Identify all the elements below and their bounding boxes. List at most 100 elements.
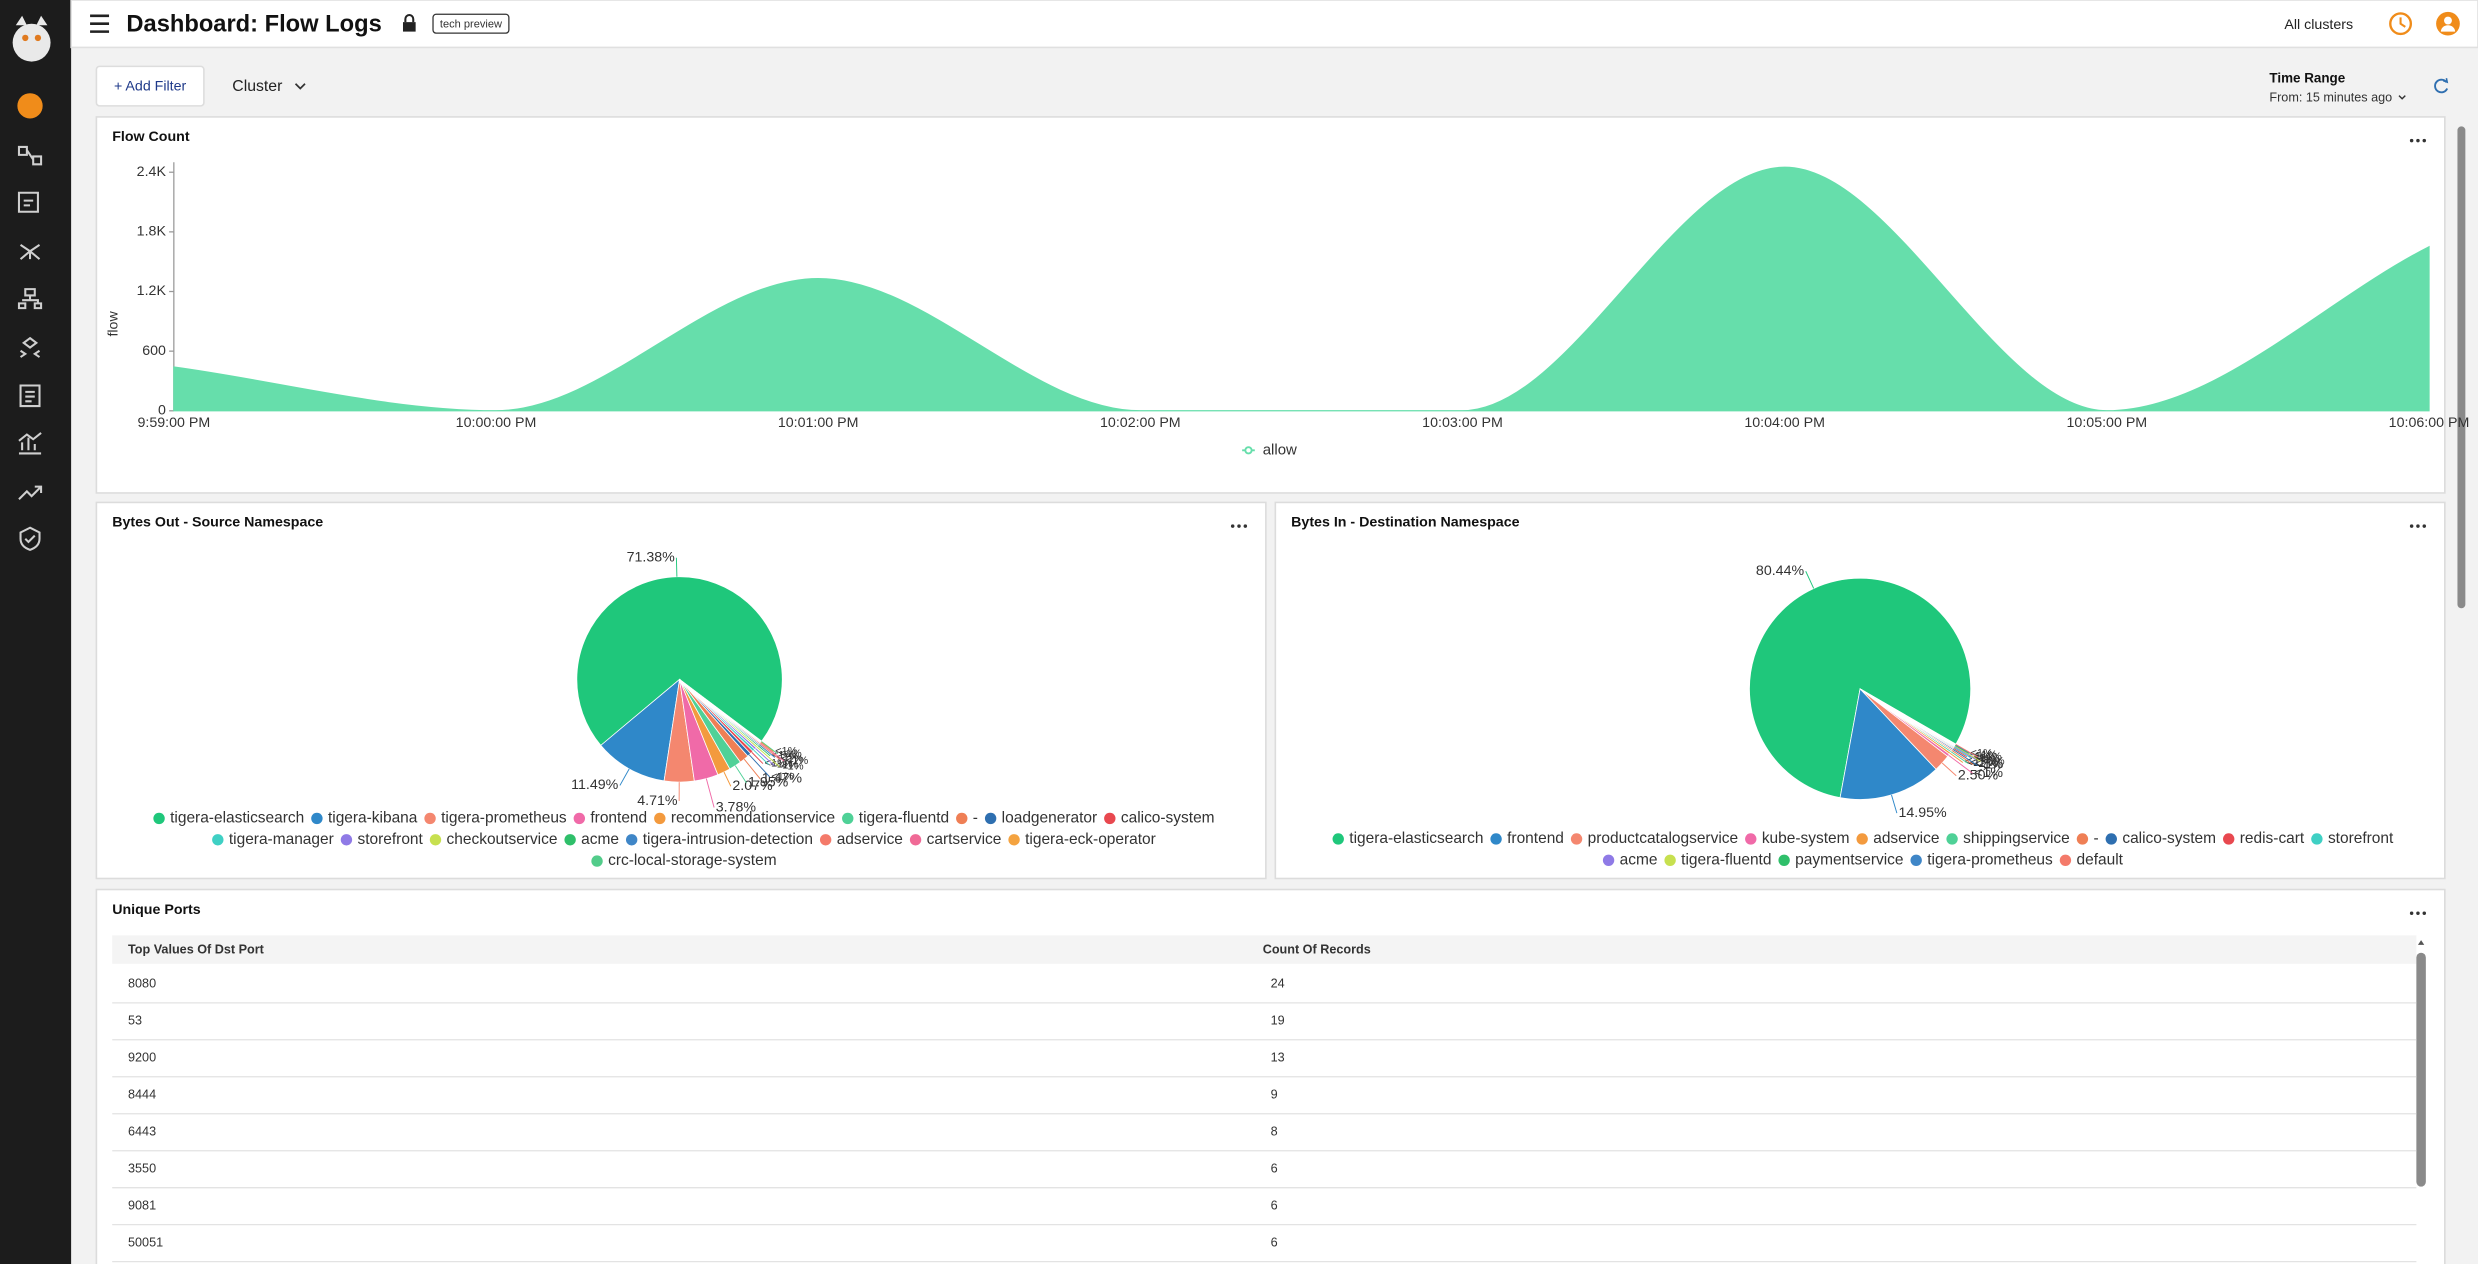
page-scrollbar[interactable] bbox=[2457, 126, 2466, 609]
legend-item[interactable]: - bbox=[956, 810, 978, 827]
panel-flow-count bbox=[95, 116, 2446, 494]
leader-line bbox=[1954, 745, 1981, 762]
refresh-button[interactable] bbox=[2434, 78, 2449, 94]
nav-threats[interactable] bbox=[18, 485, 43, 501]
nav-nodes[interactable] bbox=[19, 336, 41, 358]
slice-label: 1.95% bbox=[748, 775, 789, 791]
time-range-value[interactable]: From: 15 minutes ago bbox=[2269, 90, 2392, 104]
slice-label: <1% bbox=[1975, 756, 2004, 772]
leader-line bbox=[743, 758, 761, 780]
leader-line bbox=[1955, 744, 1974, 756]
nav-compliance[interactable] bbox=[19, 384, 41, 408]
panel-menu[interactable] bbox=[2409, 524, 2427, 528]
legend-item[interactable]: kube-system bbox=[1745, 830, 1850, 847]
nav-network[interactable] bbox=[19, 244, 41, 260]
legend-item[interactable]: tigera-elasticsearch bbox=[1332, 830, 1484, 847]
y-axis-label: flow bbox=[106, 311, 122, 337]
legend-item[interactable]: tigera-prometheus bbox=[1910, 851, 2053, 868]
legend-item[interactable]: frontend bbox=[573, 810, 648, 827]
legend-item[interactable]: calico-system bbox=[2105, 830, 2216, 847]
nav-policies[interactable] bbox=[17, 191, 39, 213]
badge: tech preview bbox=[440, 18, 502, 30]
lock-icon bbox=[402, 14, 416, 32]
panel-menu[interactable] bbox=[1230, 524, 1248, 528]
x-tick-label: 10:05:00 PM bbox=[2067, 415, 2148, 431]
legend-item[interactable]: storefront bbox=[340, 831, 424, 848]
leader-line bbox=[1953, 746, 1972, 759]
leader-line bbox=[1954, 746, 1977, 761]
slice-label: 11.49% bbox=[571, 777, 619, 793]
nav-service-graph[interactable] bbox=[17, 145, 43, 166]
legend-item[interactable]: adservice bbox=[1856, 830, 1939, 847]
add-filter-label[interactable]: + Add Filter bbox=[114, 79, 187, 95]
legend-label: tigera-prometheus bbox=[441, 810, 567, 827]
table-scroll-up[interactable] bbox=[2417, 940, 2425, 945]
legend-item[interactable]: tigera-elasticsearch bbox=[153, 810, 304, 827]
legend-item[interactable]: checkoutservice bbox=[429, 831, 558, 848]
nav-dashboard[interactable] bbox=[17, 93, 43, 119]
legend-item[interactable]: adservice bbox=[819, 831, 903, 848]
legend-item[interactable]: cartservice bbox=[909, 831, 1002, 848]
legend-item[interactable]: tigera-kibana bbox=[311, 810, 418, 827]
table-cell: 6 bbox=[1271, 1235, 1278, 1249]
legend-label: checkoutservice bbox=[447, 831, 558, 848]
legend-item[interactable]: tigera-intrusion-detection bbox=[625, 831, 813, 848]
nav-security[interactable] bbox=[19, 526, 41, 551]
slice-label: <1% bbox=[779, 748, 802, 760]
legend-item[interactable]: shippingservice bbox=[1946, 830, 2070, 847]
slice-label: <1% bbox=[776, 759, 799, 771]
time-range-chevron[interactable] bbox=[2398, 95, 2406, 100]
menu-button[interactable] bbox=[90, 14, 110, 33]
add-filter-button[interactable] bbox=[95, 65, 205, 107]
legend-label: frontend bbox=[1507, 830, 1564, 847]
panel-menu[interactable] bbox=[2409, 911, 2427, 915]
legend-item[interactable]: tigera-manager bbox=[212, 831, 334, 848]
legend-label: tigera-prometheus bbox=[1927, 851, 2053, 868]
cluster-chevron[interactable] bbox=[294, 83, 306, 90]
nav-endpoints[interactable] bbox=[17, 288, 43, 310]
legend-item[interactable]: default bbox=[2059, 851, 2124, 868]
legend-item[interactable]: recommendationservice bbox=[654, 810, 835, 827]
legend-item[interactable]: tigera-prometheus bbox=[424, 810, 567, 827]
legend-item[interactable]: tigera-fluentd bbox=[1664, 851, 1771, 868]
panel-title: Unique Ports bbox=[112, 902, 201, 918]
slice-label: <1% bbox=[1974, 765, 2003, 781]
legend-swatch bbox=[1946, 833, 1958, 845]
table-cell: 9200 bbox=[128, 1051, 156, 1065]
x-tick-label: 10:01:00 PM bbox=[778, 415, 859, 431]
legend-item[interactable]: productcatalogservice bbox=[1570, 830, 1739, 847]
legend-item[interactable]: storefront bbox=[2311, 830, 2394, 847]
legend-label: acme bbox=[1620, 851, 1658, 868]
legend-item[interactable]: loadgenerator bbox=[984, 810, 1097, 827]
legend-item[interactable]: tigera-fluentd bbox=[842, 810, 949, 827]
panel-menu[interactable] bbox=[2409, 138, 2427, 143]
table-cell: 24 bbox=[1271, 977, 1285, 991]
legend-label: productcatalogservice bbox=[1588, 830, 1739, 847]
legend-item[interactable]: redis-cart bbox=[2223, 830, 2305, 847]
table-cell: 13 bbox=[1271, 1051, 1285, 1065]
legend-label: storefront bbox=[2328, 830, 2394, 847]
cluster-selector[interactable]: All clusters bbox=[2284, 17, 2353, 33]
x-tick-label: 10:02:00 PM bbox=[1100, 415, 1181, 431]
column-header: Top Values Of Dst Port bbox=[128, 943, 265, 957]
legend-swatch bbox=[956, 812, 968, 825]
legend-item[interactable]: acme bbox=[1602, 851, 1658, 868]
legend-label: tigera-eck-operator bbox=[1025, 831, 1156, 848]
nav-logs[interactable] bbox=[18, 432, 42, 455]
legend-item[interactable]: crc-local-storage-system bbox=[591, 852, 777, 869]
legend-label: - bbox=[973, 810, 978, 827]
leader-line bbox=[748, 754, 770, 778]
legend-item[interactable]: frontend bbox=[1490, 830, 1564, 847]
table-scrollbar[interactable] bbox=[2416, 952, 2426, 1187]
user-icon[interactable] bbox=[2436, 11, 2460, 36]
legend-item[interactable]: acme bbox=[564, 831, 619, 848]
legend-item[interactable]: calico-system bbox=[1104, 810, 1215, 827]
table-cell: 3550 bbox=[128, 1162, 156, 1176]
legend-item[interactable]: - bbox=[2076, 830, 2099, 847]
history-icon[interactable] bbox=[2389, 12, 2413, 36]
legend-label: adservice bbox=[837, 831, 903, 848]
legend-label[interactable]: allow bbox=[1263, 441, 1297, 458]
legend-item[interactable]: tigera-eck-operator bbox=[1008, 831, 1156, 848]
legend-item[interactable]: paymentservice bbox=[1778, 851, 1904, 868]
cluster-dropdown[interactable]: Cluster bbox=[232, 78, 282, 95]
